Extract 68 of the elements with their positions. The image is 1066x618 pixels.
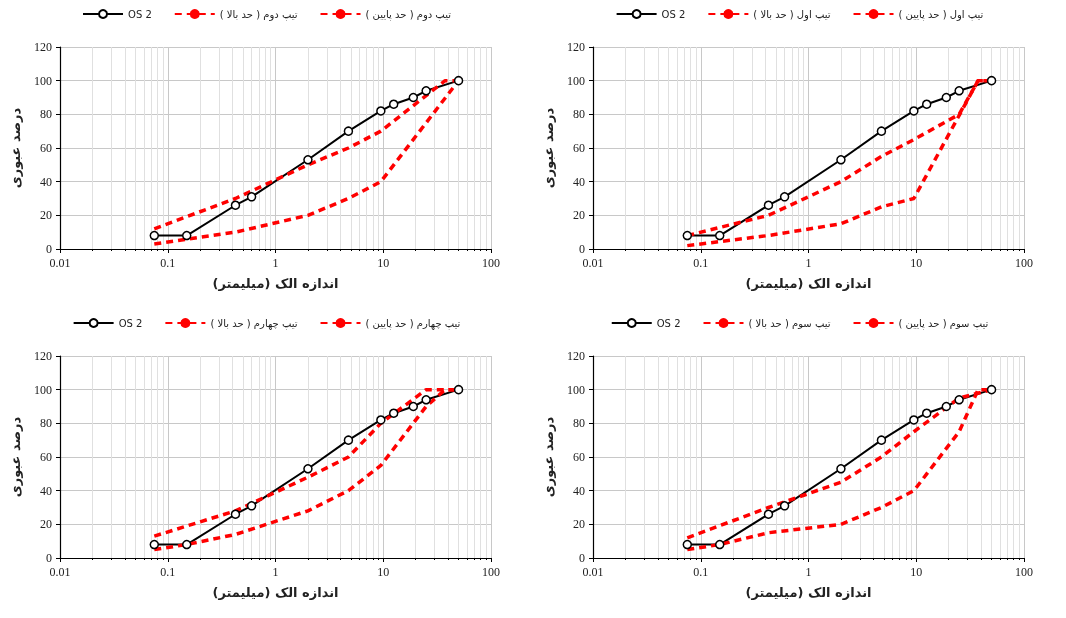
legend-label: تیپ چهارم ( حد بالا ) bbox=[210, 317, 298, 330]
legend-label: OS 2 bbox=[118, 317, 143, 329]
y-tick-label: 100 bbox=[567, 382, 585, 397]
legend-label: OS 2 bbox=[656, 317, 681, 329]
y-tick-label: 0 bbox=[579, 242, 585, 256]
x-tick-label: 100 bbox=[482, 256, 500, 270]
legend-label: تیپ سوم ( حد بالا ) bbox=[748, 317, 831, 330]
y-tick-label: 80 bbox=[40, 107, 52, 122]
y-tick-label: 60 bbox=[573, 141, 585, 155]
y-tick-label: 80 bbox=[573, 107, 585, 122]
x-tick-label: 100 bbox=[1015, 565, 1033, 579]
legend-label: OS 2 bbox=[661, 8, 686, 20]
x-tick-label: 0.01 bbox=[582, 565, 604, 579]
legend-label: تیپ اول ( حد بالا ) bbox=[753, 8, 831, 21]
y-tick-label: 80 bbox=[40, 416, 52, 431]
x-tick-label: 1 bbox=[805, 565, 812, 579]
y-tick-label: 40 bbox=[573, 483, 585, 498]
x-tick-label: 0.1 bbox=[160, 565, 176, 579]
x-tick-label: 10 bbox=[910, 256, 923, 270]
y-tick-label: 60 bbox=[40, 141, 52, 155]
legend-label: تیپ سوم ( حد پایین ) bbox=[898, 317, 989, 330]
y-tick-label: 120 bbox=[34, 40, 52, 54]
x-tick-label: 0.1 bbox=[693, 256, 709, 270]
y-tick-label: 0 bbox=[579, 551, 585, 565]
y-tick-label: 20 bbox=[40, 208, 52, 223]
x-axis-title: اندازه الک (میلیمتر) bbox=[212, 585, 339, 600]
y-tick-label: 100 bbox=[34, 73, 52, 88]
y-axis-title: درصد عبوری bbox=[8, 107, 23, 189]
y-tick-label: 20 bbox=[573, 208, 585, 223]
y-tick-label: 20 bbox=[573, 517, 585, 532]
y-tick-label: 100 bbox=[34, 382, 52, 397]
y-tick-label: 120 bbox=[567, 40, 585, 54]
y-axis-title: درصد عبوری bbox=[541, 416, 556, 498]
x-tick-label: 0.1 bbox=[693, 565, 709, 579]
y-tick-label: 100 bbox=[567, 73, 585, 88]
x-tick-label: 0.1 bbox=[160, 256, 176, 270]
x-tick-label: 0.01 bbox=[49, 256, 71, 270]
y-tick-label: 120 bbox=[567, 349, 585, 363]
y-tick-label: 40 bbox=[573, 174, 585, 189]
y-axis-title: درصد عبوری bbox=[541, 107, 556, 189]
x-tick-label: 10 bbox=[377, 256, 390, 270]
y-tick-label: 40 bbox=[40, 483, 52, 498]
x-tick-label: 0.01 bbox=[49, 565, 71, 579]
x-tick-label: 10 bbox=[377, 565, 390, 579]
y-tick-label: 0 bbox=[46, 242, 52, 256]
y-tick-label: 80 bbox=[573, 416, 585, 431]
y-tick-label: 120 bbox=[34, 349, 52, 363]
legend-label: تیپ دوم ( حد بالا ) bbox=[219, 8, 298, 21]
x-tick-label: 1 bbox=[272, 256, 279, 270]
legend-label: تیپ اول ( حد پایین ) bbox=[898, 8, 984, 21]
legend-label: OS 2 bbox=[128, 8, 152, 20]
x-tick-label: 0.01 bbox=[582, 256, 604, 270]
y-tick-label: 40 bbox=[40, 174, 52, 189]
y-tick-label: 60 bbox=[573, 450, 585, 464]
x-tick-label: 1 bbox=[272, 565, 279, 579]
x-tick-label: 10 bbox=[910, 565, 923, 579]
y-tick-label: 0 bbox=[46, 551, 52, 565]
y-axis-title: درصد عبوری bbox=[8, 416, 23, 498]
y-tick-label: 20 bbox=[40, 517, 52, 532]
x-tick-label: 100 bbox=[1015, 256, 1033, 270]
y-tick-label: 60 bbox=[40, 450, 52, 464]
x-tick-label: 100 bbox=[482, 565, 500, 579]
x-axis-title: اندازه الک (میلیمتر) bbox=[745, 276, 872, 291]
x-axis-title: اندازه الک (میلیمتر) bbox=[212, 276, 339, 291]
legend-label: تیپ چهارم ( حد پایین ) bbox=[365, 317, 461, 330]
legend-label: تیپ دوم ( حد پایین ) bbox=[365, 8, 452, 21]
x-axis-title: اندازه الک (میلیمتر) bbox=[745, 585, 872, 600]
x-tick-label: 1 bbox=[805, 256, 812, 270]
